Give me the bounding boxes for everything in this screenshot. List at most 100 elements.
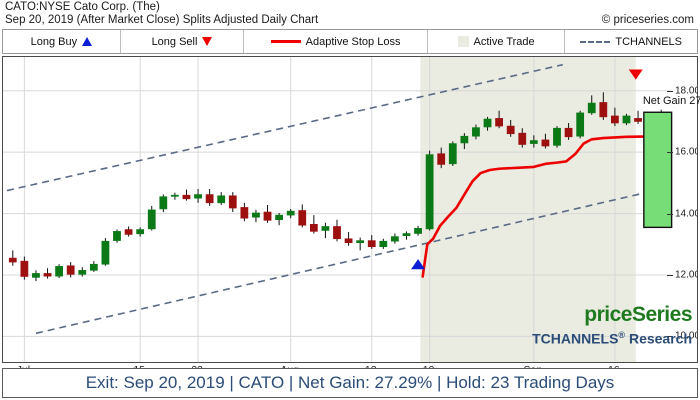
candle-body: [437, 153, 446, 165]
plot-area: 18.00 16.00 14.00 12.00 10.00: [2, 56, 698, 363]
candle-body: [32, 273, 40, 278]
triangle-down-red-icon: [202, 37, 213, 46]
candle-body: [472, 127, 480, 137]
triangle-up-blue-icon: [82, 37, 93, 46]
legend-item-label: Long Buy: [30, 35, 78, 48]
red-line-icon: [270, 40, 301, 43]
candle-body: [263, 211, 272, 221]
registered-mark-icon: ®: [618, 330, 626, 340]
y-axis-tick-label: 18.00: [675, 85, 698, 97]
long-buy-marker-icon: [411, 259, 426, 270]
legend-item-label: Adaptive Stop Loss: [305, 35, 401, 48]
candle-body: [529, 140, 538, 144]
legend-item-long-sell[interactable]: Long Sell: [121, 30, 245, 53]
adaptive-stop-loss-line: [421, 134, 670, 278]
candle-body: [321, 226, 330, 231]
candle-body: [136, 229, 145, 235]
candle-body: [298, 210, 307, 226]
candle-body: [43, 273, 52, 277]
candle-body: [367, 240, 376, 248]
copyright-notice: © priceseries.com: [601, 14, 694, 26]
legend-item-label: Active Trade: [473, 35, 535, 48]
candle-body: [553, 127, 561, 146]
dashed-line-icon: [580, 40, 611, 43]
candle-body: [483, 118, 492, 128]
y-tick-mark: [667, 274, 673, 276]
candle-body: [518, 132, 527, 145]
chart-header: CATO:NYSE Cato Corp. (The) Sep 20, 2019 …: [0, 0, 700, 28]
candle-body: [495, 118, 503, 127]
candle-body: [228, 195, 237, 209]
shaded-box-icon: [457, 36, 469, 47]
candle-body: [356, 240, 365, 244]
y-tick-mark: [667, 213, 673, 215]
candle-body: [587, 102, 596, 114]
candle-body: [414, 228, 422, 234]
brand-watermark: priceSeries: [584, 303, 692, 326]
summary-footer: Exit: Sep 20, 2019 | CATO | Net Gain: 27…: [2, 368, 698, 398]
candle-body: [182, 194, 191, 200]
candle-body: [101, 240, 110, 265]
candle-body: [8, 257, 17, 263]
candle-body: [78, 270, 87, 275]
candle-body: [425, 154, 434, 230]
y-axis-tick-label: 12.00: [675, 269, 698, 281]
candle-body: [599, 102, 608, 118]
candle-body: [344, 238, 353, 244]
candle-body: [217, 195, 226, 204]
candle-body: [159, 196, 168, 210]
y-tick-mark: [667, 336, 673, 338]
legend-item-long-buy[interactable]: Long Buy: [3, 30, 121, 53]
tchannel-line: [35, 186, 669, 335]
y-tick-mark: [667, 90, 673, 92]
candle-body: [240, 207, 249, 219]
candle-body: [171, 194, 179, 197]
candle-body: [194, 194, 202, 199]
candle-body: [286, 210, 295, 216]
legend-item-active-trade[interactable]: Active Trade: [428, 30, 566, 53]
candle-body: [506, 125, 515, 135]
candle-body: [275, 214, 283, 221]
y-tick-mark: [667, 152, 673, 154]
y-axis-tick-label: 14.00: [675, 208, 698, 220]
candlestick-svg: [3, 57, 673, 362]
research-watermark: TCHANNELS® Research: [532, 330, 692, 347]
candle-body: [147, 209, 156, 230]
long-sell-marker-icon: [628, 69, 643, 80]
candle-body: [66, 265, 75, 275]
candle-body: [124, 229, 133, 235]
candle-body: [402, 233, 411, 236]
candle-body: [205, 194, 214, 204]
tchannel-line: [6, 63, 563, 192]
candle-body: [252, 212, 260, 218]
y-axis-tick-label: 16.00: [675, 146, 698, 158]
legend-item-tchannels[interactable]: TCHANNELS: [565, 30, 697, 53]
candle-body: [564, 127, 573, 138]
research-watermark-pre: TCHANNELS: [532, 330, 619, 347]
y-axis-tick-label: 10.00: [675, 330, 698, 342]
candle-body: [379, 240, 388, 248]
candle-body: [460, 135, 469, 144]
chart-subtitle: Sep 20, 2019 (After Market Close) Splits…: [5, 14, 319, 26]
net-gain-label: Net Gain 27.29%: [642, 95, 700, 108]
candle-body: [576, 112, 585, 137]
candle-body: [611, 115, 619, 124]
candle-body: [634, 118, 642, 122]
legend-item-adaptive-stop-loss[interactable]: Adaptive Stop Loss: [244, 30, 428, 53]
research-watermark-post: Research: [625, 330, 692, 347]
candle-body: [113, 231, 121, 241]
candle-body: [391, 236, 399, 242]
candle-body: [448, 143, 457, 165]
candle-body: [55, 266, 63, 277]
net-gain-box: [643, 111, 673, 229]
candle-body: [309, 224, 318, 232]
summary-text: Exit: Sep 20, 2019 | CATO | Net Gain: 27…: [85, 373, 615, 392]
page-title: CATO:NYSE Cato Corp. (The): [5, 1, 160, 13]
candle-body: [20, 260, 29, 277]
candle-body: [89, 263, 98, 271]
candle-body: [622, 115, 631, 124]
candle-body: [541, 139, 550, 147]
candle-body: [333, 226, 341, 240]
legend-item-label: TCHANNELS: [615, 35, 683, 48]
